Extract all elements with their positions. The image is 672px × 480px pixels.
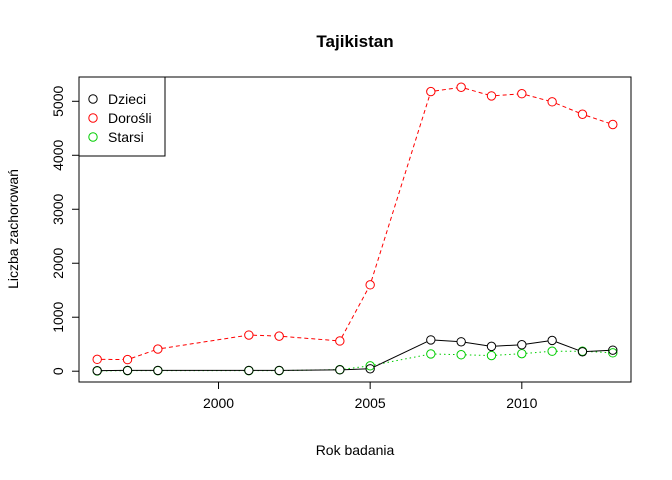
series-segment (131, 349, 155, 359)
series-segment (555, 102, 579, 114)
data-point (517, 89, 527, 99)
series-segment (435, 353, 457, 356)
y-tick-label: 5000 (50, 86, 66, 117)
series-dzieci (92, 335, 618, 376)
data-point (426, 86, 436, 97)
series-segment (434, 87, 458, 92)
series-segment (341, 288, 369, 338)
data-point (365, 280, 375, 290)
chart-title: Tajikistan (316, 32, 393, 51)
data-point (122, 354, 133, 365)
series-segment (555, 341, 579, 351)
series-segment (525, 94, 549, 102)
data-point (274, 331, 284, 341)
data-point (608, 119, 618, 130)
data-point (274, 365, 284, 376)
data-point (547, 97, 557, 107)
y-tick-label: 4000 (50, 139, 66, 170)
legend-marker (88, 132, 98, 142)
series-segment (283, 335, 336, 342)
data-point (486, 350, 497, 361)
series-segment (586, 349, 609, 353)
data-point (547, 335, 557, 346)
y-tick-label: 2000 (50, 247, 66, 278)
data-point (456, 337, 466, 347)
x-tick-label: 2005 (355, 395, 386, 411)
data-point (335, 336, 345, 346)
data-point (153, 344, 163, 354)
x-tick-label: 2010 (506, 395, 537, 411)
data-point (244, 330, 254, 340)
series-segment (495, 353, 518, 356)
data-point (577, 109, 588, 119)
data-point (92, 365, 102, 376)
y-axis-label: Liczba zachorowań (5, 169, 21, 289)
legend-marker (88, 94, 98, 104)
y-axis: 0 1000 2000 3000 4000 5000 (50, 86, 79, 375)
series-layer (92, 82, 618, 376)
data-point (365, 364, 375, 374)
data-point (456, 82, 466, 92)
y-tick-label: 1000 (50, 301, 66, 332)
y-tick-label: 3000 (50, 193, 66, 224)
series-segment (373, 341, 428, 368)
series-segment (434, 339, 457, 343)
data-point (122, 365, 133, 376)
legend-marker (88, 113, 98, 123)
series-segment (495, 344, 518, 347)
data-point (365, 361, 375, 371)
series-segment (370, 95, 431, 281)
series-segment (344, 368, 366, 371)
legend: Dzieci Dorośli Starsi (78, 76, 166, 157)
data-point (608, 345, 618, 355)
legend-box (78, 76, 166, 157)
series-segment (525, 340, 549, 345)
series-segment (495, 93, 518, 97)
legend-label: Dorośli (108, 110, 152, 126)
data-point (517, 340, 527, 350)
legend-label: Dzieci (108, 91, 146, 107)
series-dorośli (92, 82, 618, 365)
series-segment (465, 87, 488, 96)
series-segment (465, 354, 488, 356)
data-point (92, 354, 102, 365)
data-point (153, 365, 163, 376)
data-point (244, 365, 254, 376)
x-tick-label: 2000 (203, 395, 234, 411)
data-point (608, 348, 618, 358)
series-segment (343, 365, 367, 370)
data-point (547, 346, 557, 356)
data-point (335, 365, 345, 375)
x-axis-label: Rok badania (316, 442, 395, 458)
series-segment (525, 351, 548, 354)
data-point (426, 349, 436, 359)
data-point (517, 348, 527, 359)
series-segment (465, 341, 488, 347)
series-segment (586, 115, 609, 124)
plot-frame (78, 76, 632, 383)
x-axis: 2000 2005 2010 (203, 382, 538, 411)
series-segment (586, 350, 609, 354)
data-point (486, 341, 497, 352)
series-segment (161, 335, 245, 349)
y-tick-label: 0 (50, 367, 66, 375)
data-point (486, 91, 497, 101)
series-segment (253, 334, 275, 337)
legend-label: Starsi (108, 129, 144, 145)
data-point (577, 347, 588, 357)
series-starsi (92, 346, 618, 376)
data-point (426, 335, 436, 345)
data-point (456, 350, 466, 360)
